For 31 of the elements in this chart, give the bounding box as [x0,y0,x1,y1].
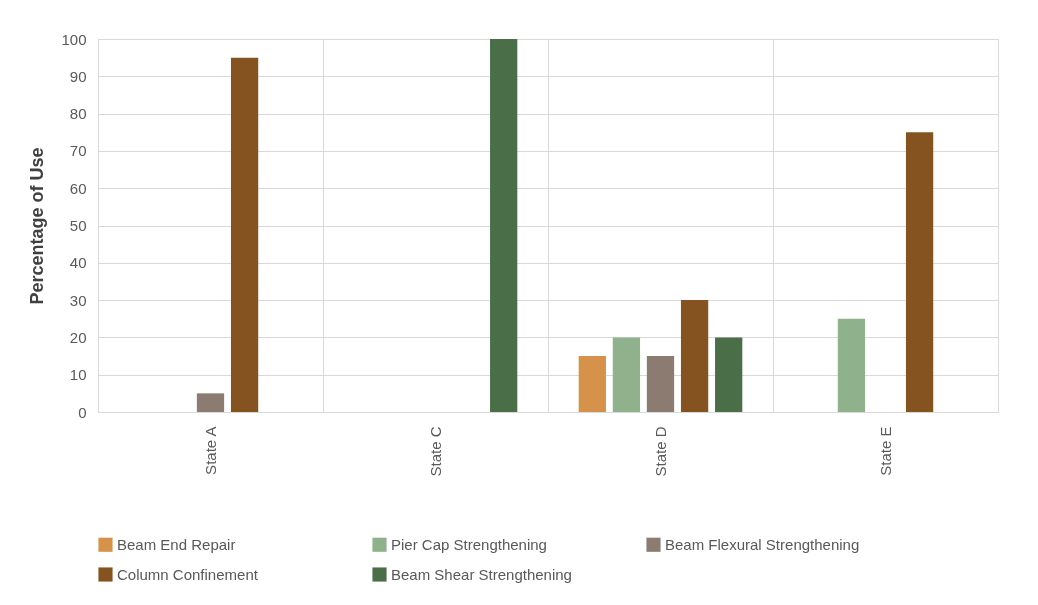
y-tick-label: 40 [69,254,87,272]
y-tick-label: 60 [69,179,87,197]
y-tick-label: 20 [69,328,87,346]
bar [196,393,225,412]
x-tick-label: State A [201,426,219,475]
x-tick-label: State E [876,426,894,476]
legend-label: Beam Shear Strengthening [391,565,572,583]
y-tick-label: 0 [78,403,87,421]
bar [715,337,743,412]
bar [230,57,259,412]
bar [578,356,606,412]
bar [612,337,641,412]
y-tick-label: 30 [69,291,87,309]
y-tick-label: 70 [69,142,87,160]
x-tick-label: State C [426,426,444,477]
legend-label: Beam Flexural Strengthening [665,535,860,553]
y-tick-label: 80 [69,105,87,123]
y-tick-label: 100 [61,30,87,48]
y-tick-label: 50 [69,217,87,234]
y-tick-label: 90 [69,67,87,85]
legend-label: Pier Cap Strengthening [391,535,547,553]
bar [490,39,518,412]
bar [646,356,675,412]
bar [680,300,709,412]
bar [905,132,934,412]
x-tick-label: State D [651,426,669,477]
legend-label: Beam End Repair [117,535,236,553]
y-tick-label: 10 [69,366,87,384]
bar [837,318,866,412]
legend-label: Column Confinement [117,565,259,583]
y-axis-title: Percentage of Use [27,147,48,305]
